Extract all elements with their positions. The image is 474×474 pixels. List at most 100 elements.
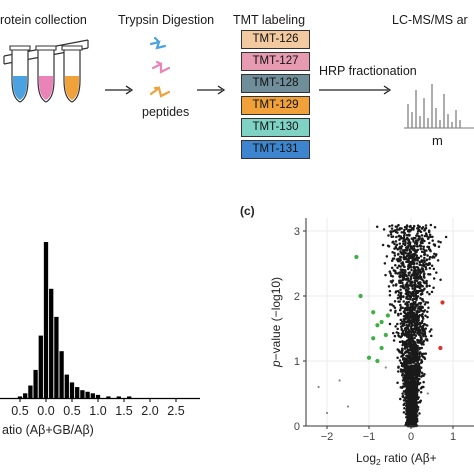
data-point bbox=[418, 400, 421, 404]
data-point bbox=[399, 322, 403, 325]
data-point bbox=[407, 402, 411, 405]
data-point bbox=[397, 293, 400, 297]
data-point bbox=[423, 239, 426, 243]
data-point bbox=[384, 273, 387, 277]
ratio-histogram: 0.5 0.0 0.5 1.0 1.5 2.0 2.5 atio (Aβ+GB/Aβ) bbox=[0, 242, 200, 437]
data-point bbox=[397, 300, 400, 303]
data-point bbox=[387, 234, 390, 237]
data-point bbox=[415, 312, 418, 316]
data-point bbox=[391, 275, 395, 278]
data-point bbox=[398, 279, 402, 283]
data-point bbox=[406, 368, 410, 371]
data-point bbox=[419, 297, 422, 300]
data-point bbox=[428, 266, 432, 270]
histogram-bar bbox=[59, 351, 64, 398]
data-point bbox=[404, 350, 408, 353]
data-point bbox=[397, 370, 400, 373]
data-point bbox=[418, 352, 421, 356]
data-point bbox=[428, 330, 432, 333]
data-point bbox=[410, 328, 413, 331]
data-point bbox=[406, 284, 409, 287]
data-point bbox=[420, 292, 424, 296]
data-point bbox=[432, 286, 435, 289]
data-point bbox=[420, 352, 424, 356]
data-point bbox=[402, 362, 405, 366]
data-point bbox=[420, 321, 424, 325]
data-point bbox=[397, 349, 401, 352]
data-point bbox=[422, 300, 425, 303]
data-point bbox=[397, 366, 400, 369]
data-point bbox=[402, 265, 406, 268]
data-point bbox=[406, 267, 410, 271]
data-point bbox=[417, 306, 420, 310]
data-point bbox=[399, 295, 403, 299]
data-point bbox=[401, 252, 405, 256]
down-regulated-point bbox=[379, 345, 384, 351]
data-point bbox=[428, 255, 432, 259]
data-point bbox=[381, 243, 385, 247]
data-point bbox=[394, 325, 397, 328]
data-point bbox=[406, 252, 410, 255]
data-point bbox=[394, 309, 397, 313]
data-point bbox=[409, 278, 412, 281]
data-point bbox=[407, 420, 411, 424]
data-point bbox=[410, 400, 414, 404]
data-point bbox=[413, 281, 417, 284]
data-point bbox=[423, 333, 427, 336]
data-point bbox=[409, 343, 412, 347]
data-point bbox=[410, 391, 414, 394]
data-point bbox=[401, 295, 405, 298]
data-point bbox=[413, 302, 416, 306]
data-point bbox=[415, 315, 418, 319]
data-point bbox=[428, 273, 432, 276]
data-point bbox=[412, 333, 416, 336]
data-point bbox=[421, 317, 425, 320]
x-tick-label: 1.0 bbox=[89, 404, 106, 418]
data-point bbox=[395, 331, 398, 334]
data-point bbox=[383, 262, 387, 265]
data-point bbox=[423, 256, 426, 260]
data-point bbox=[406, 319, 410, 322]
data-point bbox=[412, 283, 415, 287]
data-point bbox=[409, 333, 412, 337]
x-axis-label: atio (Aβ+GB/Aβ) bbox=[2, 423, 94, 437]
data-point bbox=[421, 226, 425, 229]
data-point bbox=[418, 274, 422, 277]
x-tick-label: 0 bbox=[408, 431, 414, 443]
data-point bbox=[399, 312, 403, 316]
data-point bbox=[402, 411, 406, 414]
data-point bbox=[393, 251, 396, 255]
data-point bbox=[407, 351, 411, 355]
data-point bbox=[402, 356, 406, 360]
x-tick-label: −1 bbox=[363, 431, 376, 443]
tmt-tag-127: TMT-127 bbox=[241, 52, 310, 71]
data-point bbox=[401, 369, 405, 372]
data-point bbox=[402, 235, 406, 239]
data-point bbox=[399, 318, 403, 322]
data-point bbox=[399, 250, 402, 253]
data-point bbox=[399, 288, 402, 291]
data-point bbox=[407, 300, 410, 304]
data-point bbox=[409, 341, 413, 345]
data-point bbox=[419, 390, 423, 394]
data-point bbox=[391, 241, 394, 244]
data-point bbox=[423, 272, 426, 275]
data-point bbox=[419, 361, 423, 365]
data-point bbox=[396, 322, 399, 326]
data-point bbox=[388, 303, 392, 306]
data-point bbox=[405, 288, 408, 291]
data-point bbox=[399, 361, 403, 365]
data-point bbox=[405, 415, 408, 419]
histogram-bar bbox=[116, 396, 121, 398]
data-point bbox=[431, 239, 434, 242]
data-point bbox=[406, 373, 410, 376]
data-point bbox=[398, 340, 402, 344]
down-regulated-point bbox=[385, 313, 390, 318]
data-point bbox=[421, 237, 424, 240]
data-point bbox=[414, 257, 418, 260]
data-point bbox=[415, 319, 418, 323]
data-point bbox=[407, 294, 410, 297]
data-point bbox=[418, 281, 421, 285]
data-point bbox=[420, 358, 423, 362]
data-point bbox=[428, 284, 431, 288]
